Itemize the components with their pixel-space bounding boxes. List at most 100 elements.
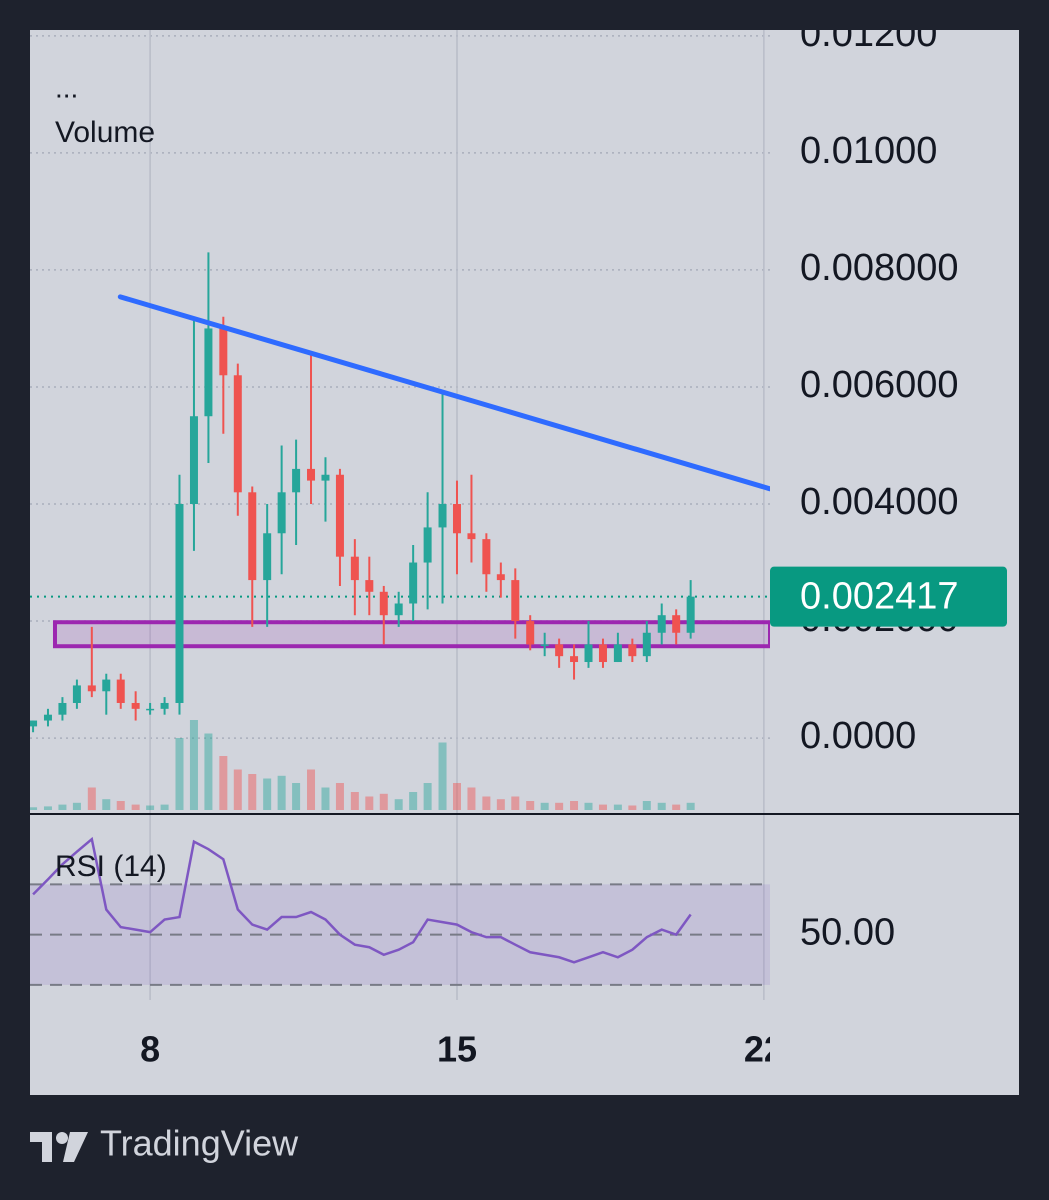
menu-label: ... [55, 72, 78, 103]
volume-bar [657, 802, 666, 810]
candle-body [394, 603, 403, 616]
volume-bar [204, 733, 213, 810]
candle-body [423, 527, 432, 563]
candle-body [642, 632, 651, 657]
last-price-badge [770, 566, 1007, 627]
volume-bar [321, 787, 330, 810]
candle-body [263, 533, 272, 581]
volume-bar [335, 783, 344, 810]
volume-bar [452, 783, 461, 810]
candle-body [87, 685, 96, 692]
candle-body [307, 468, 316, 481]
candle-body [365, 580, 374, 592]
volume-label: Volume [55, 116, 155, 149]
y-tick-label: 0.004000 [800, 481, 959, 523]
candle-body [204, 328, 213, 417]
trendline [117, 294, 770, 492]
y-tick-label: 0.008000 [800, 247, 959, 289]
candle-body [409, 562, 418, 604]
volume-bar [219, 756, 228, 810]
rsi-line [32, 836, 692, 964]
x-tick-label: 22 [744, 1029, 784, 1070]
candle-body [146, 708, 155, 711]
volume-bar [307, 769, 316, 810]
volume-bar [496, 799, 505, 810]
volume-bar [30, 807, 38, 810]
volume-bar [58, 804, 67, 810]
y-tick-label: 0.01200 [800, 13, 937, 55]
candle-body [672, 615, 681, 633]
candle-body [72, 685, 81, 703]
volume-bar [263, 778, 272, 810]
candle-body [321, 474, 330, 481]
y-tick-label: 0.0000 [800, 715, 916, 757]
volume-bar [102, 799, 111, 810]
candle-body [628, 644, 637, 657]
candle-body [292, 468, 301, 493]
candle-body [189, 416, 198, 505]
volume-bar [292, 783, 301, 810]
volume-bar [613, 804, 622, 810]
candle-body [482, 539, 491, 575]
candle-body [570, 656, 579, 663]
candle-body [438, 504, 447, 528]
volume-bar [350, 792, 359, 810]
volume-bar [72, 802, 81, 810]
candle-body [686, 596, 695, 633]
candle-body [496, 574, 505, 581]
candle-body [160, 702, 169, 709]
candle-body [540, 644, 549, 646]
volume-bar [672, 804, 681, 810]
support-zone [52, 620, 770, 649]
volume-bar [233, 769, 242, 810]
candle-body [335, 474, 344, 557]
candle-body [131, 702, 140, 709]
candle-body [584, 644, 593, 663]
volume-bar [467, 787, 476, 810]
volume-bar [482, 796, 491, 810]
volume-bar [540, 802, 549, 810]
volume-bar [248, 774, 257, 810]
candle-body [233, 375, 242, 493]
candle-body [219, 328, 228, 376]
x-tick-label: 8 [140, 1029, 160, 1070]
candle-body [30, 720, 38, 727]
candle-body [467, 533, 476, 540]
volume-bar [642, 801, 651, 810]
volume-bar [409, 792, 418, 810]
y-tick-label: 0.006000 [800, 364, 959, 406]
volume-bar [146, 805, 155, 810]
candle-body [452, 504, 461, 534]
volume-bar [394, 799, 403, 810]
volume-bar [570, 801, 579, 810]
candle-body [175, 504, 184, 703]
candle-body [43, 714, 52, 721]
volume-bar [189, 720, 198, 810]
candle-body [613, 644, 622, 663]
volume-bar [116, 801, 125, 810]
panel [30, 30, 1019, 1095]
volume-bar [526, 801, 535, 810]
logo [30, 1132, 88, 1162]
volume-bar [43, 806, 52, 810]
candle-body [277, 492, 286, 534]
last-price-label: 0.002417 [800, 576, 959, 618]
rsi-tick-label: 50.00 [800, 912, 895, 954]
volume-bar [511, 796, 520, 810]
candle-body [657, 615, 666, 633]
volume-bar [131, 804, 140, 810]
rsi-label: RSI (14) [55, 850, 167, 883]
candle-body [526, 621, 535, 645]
candle-body [116, 679, 125, 703]
volume-bar [598, 804, 607, 810]
volume-bar [365, 796, 374, 810]
candle-body [58, 702, 67, 715]
volume-bar [160, 804, 169, 810]
y-tick-label: 0.01000 [800, 130, 937, 172]
volume-bar [584, 802, 593, 810]
candle-body [511, 580, 520, 622]
volume-bar [175, 738, 184, 810]
volume-bar [87, 787, 96, 810]
